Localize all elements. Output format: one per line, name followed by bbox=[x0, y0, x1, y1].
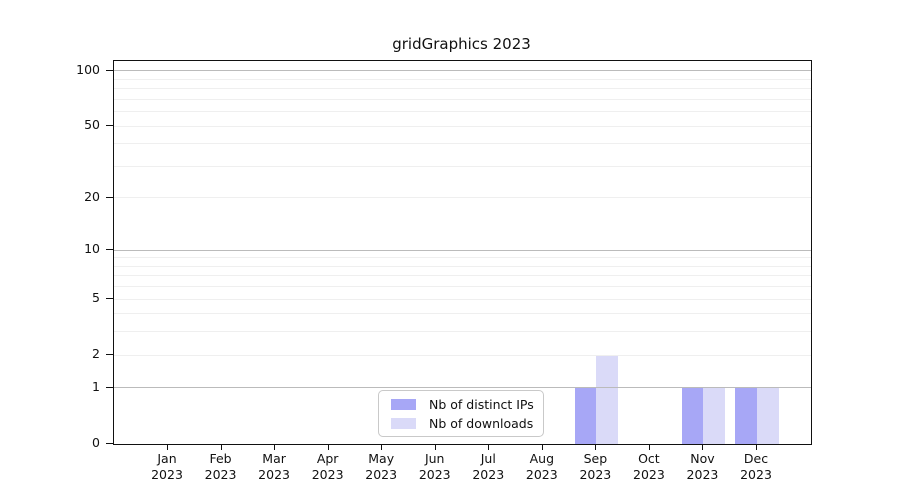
gridline-major bbox=[114, 249, 811, 251]
y-axis-tick-label: 0 bbox=[92, 435, 100, 450]
y-axis-tick-label: 50 bbox=[84, 117, 100, 133]
y-axis-tick-label: 5 bbox=[92, 290, 100, 306]
x-axis-tick bbox=[595, 444, 597, 450]
chart-title: gridGraphics 2023 bbox=[392, 35, 531, 53]
x-axis-tick bbox=[220, 444, 222, 450]
gridline-minor bbox=[114, 88, 811, 90]
legend-row-downloads: Nb of downloads bbox=[379, 415, 543, 431]
gridline-minor bbox=[114, 98, 811, 100]
y-axis-tick-label: 2 bbox=[92, 346, 100, 362]
y-axis-tick bbox=[106, 196, 113, 198]
gridline-minor bbox=[114, 265, 811, 267]
legend-label-distinct-ips: Nb of distinct IPs bbox=[429, 396, 534, 412]
x-axis-tick bbox=[488, 444, 490, 450]
gridline-minor bbox=[114, 286, 811, 288]
gridline-minor bbox=[114, 125, 811, 127]
x-axis-tick bbox=[702, 444, 704, 450]
gridline-minor bbox=[114, 165, 811, 167]
x-axis-tick-label: Dec 2023 bbox=[740, 451, 772, 482]
x-axis-tick bbox=[381, 444, 383, 450]
y-axis-tick-label: 100 bbox=[76, 61, 100, 77]
legend-swatch-distinct-ips-icon bbox=[391, 398, 416, 410]
gridline-minor bbox=[114, 111, 811, 113]
x-axis-tick-label: Apr 2023 bbox=[311, 451, 344, 482]
gridline-major bbox=[114, 387, 811, 389]
x-axis-tick-label: Mar 2023 bbox=[258, 451, 290, 482]
x-axis-tick-label: Aug 2023 bbox=[525, 451, 558, 482]
gridline-minor bbox=[114, 78, 811, 80]
y-axis-tick bbox=[106, 249, 113, 251]
gridline-major bbox=[114, 70, 811, 72]
legend-label-downloads: Nb of downloads bbox=[429, 415, 534, 431]
gridline-minor bbox=[114, 197, 811, 199]
legend-row-distinct-ips: Nb of distinct IPs bbox=[379, 396, 543, 412]
x-axis-tick bbox=[434, 444, 436, 450]
y-axis-tick bbox=[106, 69, 113, 71]
gridline-minor bbox=[114, 143, 811, 145]
x-axis-tick bbox=[648, 444, 650, 450]
y-axis-tick bbox=[106, 443, 113, 444]
x-axis-tick-label: Oct 2023 bbox=[633, 451, 665, 482]
x-axis-tick bbox=[167, 444, 168, 450]
x-axis-tick-label: Sep 2023 bbox=[579, 451, 612, 482]
legend: Nb of distinct IPs Nb of downloads bbox=[378, 390, 544, 437]
gridline-minor bbox=[114, 331, 811, 333]
x-axis-tick-label: Jan 2023 bbox=[151, 451, 183, 482]
gridline-minor bbox=[114, 257, 811, 259]
x-axis-tick-label: May 2023 bbox=[365, 451, 398, 482]
bar-downloads bbox=[757, 387, 779, 444]
x-axis-tick-label: Nov 2023 bbox=[686, 451, 719, 482]
bar-distinct-ips bbox=[574, 387, 597, 444]
bar-downloads bbox=[703, 387, 726, 444]
x-axis-tick bbox=[756, 444, 757, 450]
gridline-minor bbox=[114, 298, 811, 300]
x-axis-tick-label: Jun 2023 bbox=[418, 451, 451, 482]
y-axis-tick bbox=[106, 298, 113, 300]
x-axis-tick-label: Jul 2023 bbox=[472, 451, 505, 482]
bar-distinct-ips bbox=[735, 387, 757, 444]
x-axis-tick-label: Feb 2023 bbox=[204, 451, 237, 482]
gridline-minor bbox=[114, 313, 811, 315]
x-axis-tick bbox=[327, 444, 329, 450]
bar-downloads bbox=[596, 355, 619, 444]
y-axis-tick bbox=[106, 354, 113, 356]
y-axis-tick-label: 10 bbox=[84, 241, 100, 257]
y-axis-tick-label: 1 bbox=[92, 378, 100, 394]
gridline-minor bbox=[114, 275, 811, 277]
x-axis-tick bbox=[274, 444, 276, 450]
x-axis-tick bbox=[541, 444, 543, 450]
gridline-minor bbox=[114, 354, 811, 356]
y-axis-tick bbox=[106, 386, 113, 388]
plot-area bbox=[113, 60, 812, 445]
y-axis-tick bbox=[106, 125, 113, 127]
legend-swatch-downloads-icon bbox=[391, 417, 416, 429]
bar-distinct-ips bbox=[681, 387, 704, 444]
y-axis-tick-label: 20 bbox=[84, 188, 100, 204]
